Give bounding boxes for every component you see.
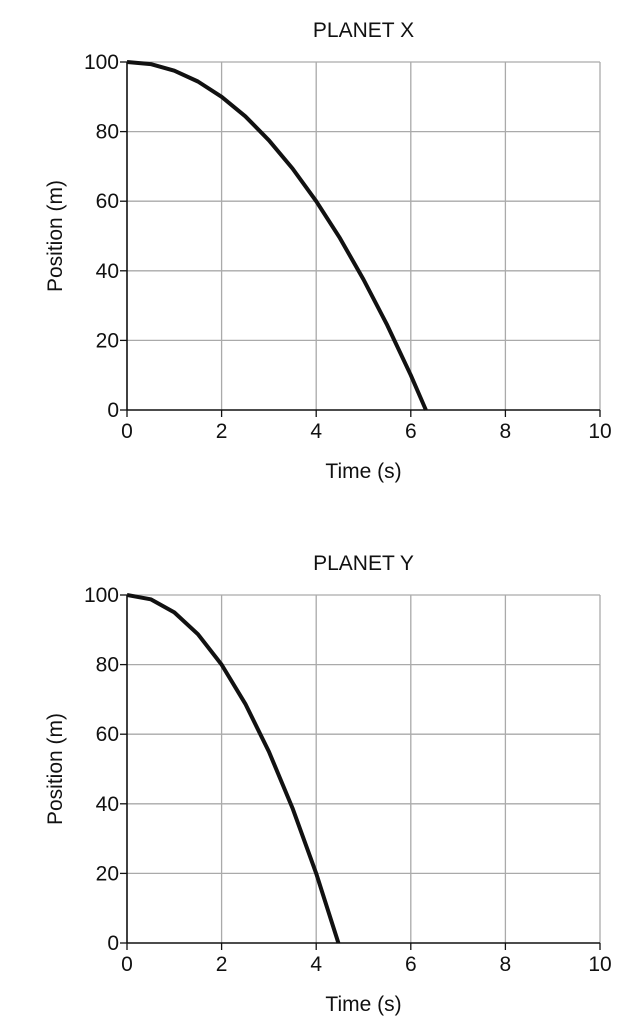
y-tick-label: 100 <box>84 51 119 74</box>
y-tick-label: 80 <box>96 654 119 677</box>
x-tick-label: 0 <box>121 953 133 976</box>
x-axis-label: Time (s) <box>325 993 401 1016</box>
y-tick-label: 20 <box>96 862 119 885</box>
x-tick-label: 4 <box>310 953 322 976</box>
x-tick-label: 6 <box>405 420 417 443</box>
y-tick-label: 40 <box>96 260 119 283</box>
position-curve <box>126 593 341 944</box>
y-tick-label: 80 <box>96 121 119 144</box>
chart-title: PLANET Y <box>313 552 414 575</box>
y-tick-label: 40 <box>96 793 119 816</box>
y-tick-label: 100 <box>84 584 119 607</box>
x-tick-label: 10 <box>588 953 611 976</box>
x-tick-label: 2 <box>216 420 228 443</box>
chart-title: PLANET X <box>313 19 414 42</box>
position-curve <box>126 60 428 411</box>
x-tick-label: 0 <box>121 420 133 443</box>
y-tick-label: 60 <box>96 190 119 213</box>
y-tick-label: 0 <box>107 399 119 422</box>
x-tick-label: 2 <box>216 953 228 976</box>
y-axis-label: Position (m) <box>44 180 67 292</box>
x-tick-label: 6 <box>405 953 417 976</box>
y-axis-label: Position (m) <box>44 713 67 825</box>
y-tick-label: 0 <box>107 932 119 955</box>
x-tick-label: 8 <box>500 420 512 443</box>
x-tick-label: 8 <box>500 953 512 976</box>
x-tick-label: 4 <box>310 420 322 443</box>
x-axis-label: Time (s) <box>325 460 401 483</box>
y-tick-label: 20 <box>96 329 119 352</box>
x-tick-label: 10 <box>588 420 611 443</box>
y-tick-label: 60 <box>96 723 119 746</box>
